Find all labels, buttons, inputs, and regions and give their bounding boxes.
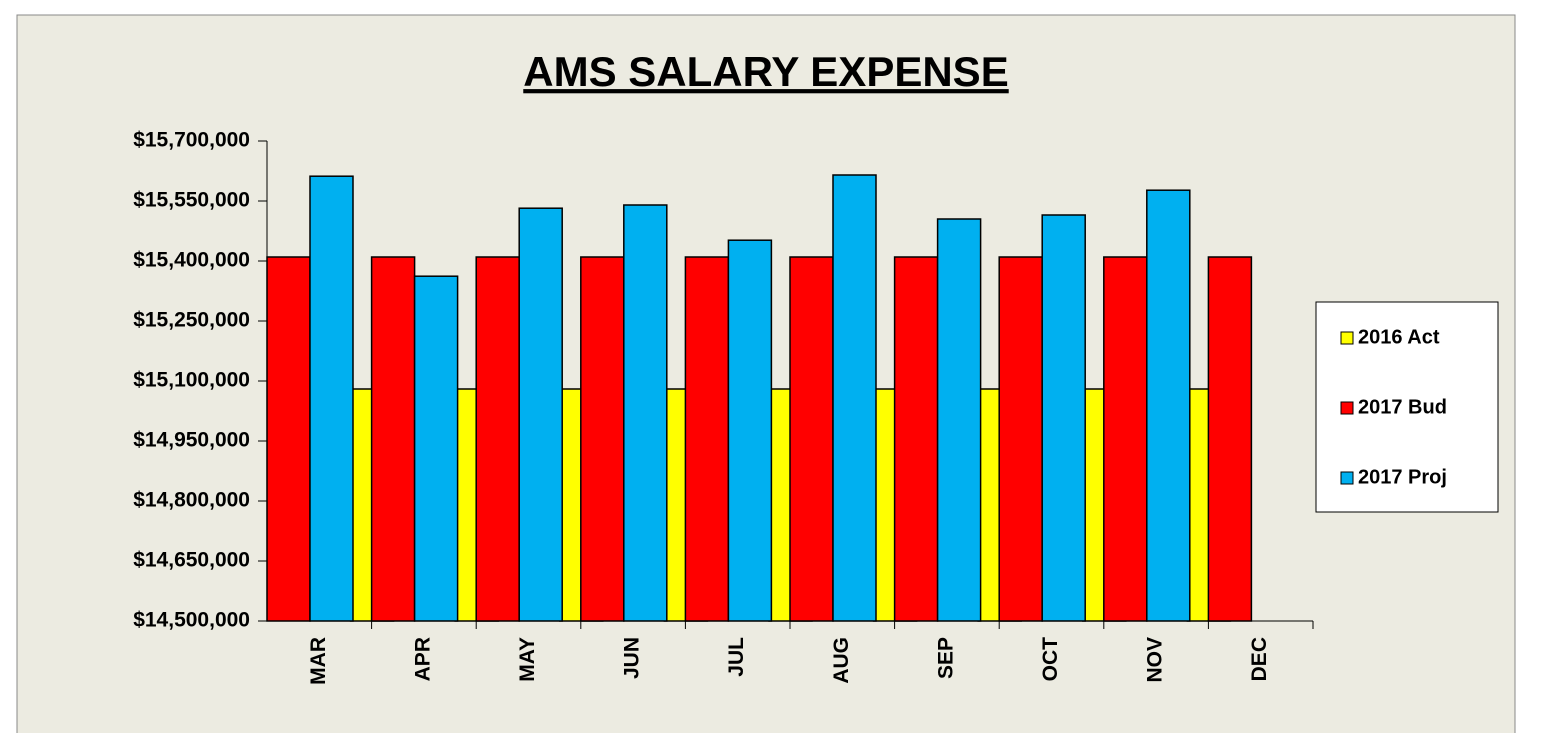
x-tick-label: MAY (516, 637, 539, 682)
bar (266, 256, 311, 622)
x-tick-label: JUL (725, 637, 748, 677)
bar (936, 218, 982, 622)
legend-label: 2017 Proj (1358, 466, 1447, 488)
legend-swatch (1340, 401, 1354, 415)
x-tick-label: MAR (307, 637, 330, 685)
bar (623, 204, 668, 622)
y-tick-label: $15,250,000 (133, 309, 250, 332)
legend-label: 2016 Act (1358, 326, 1440, 348)
x-tick-label: AUG (830, 637, 853, 684)
bar (789, 256, 834, 622)
bar (893, 256, 939, 622)
bar (1146, 189, 1191, 622)
bar (832, 174, 877, 622)
x-tick-label: NOV (1144, 637, 1167, 683)
y-tick-label: $15,550,000 (133, 189, 250, 212)
y-tick-label: $15,400,000 (133, 249, 250, 272)
x-tick-label: SEP (934, 637, 957, 679)
bar (580, 256, 625, 622)
chart-title: AMS SALARY EXPENSE (523, 48, 1008, 95)
bar (309, 175, 354, 622)
bar (1041, 214, 1086, 622)
y-tick-label: $15,700,000 (133, 129, 250, 152)
bar (518, 207, 563, 622)
bar (727, 239, 773, 622)
y-tick-label: $14,950,000 (133, 429, 250, 452)
bar (1103, 256, 1148, 622)
legend-swatch (1340, 471, 1354, 485)
x-tick-label: OCT (1039, 637, 1062, 682)
bar (475, 256, 520, 622)
x-tick-label: APR (411, 637, 434, 681)
legend-swatch (1340, 331, 1354, 345)
y-tick-label: $14,500,000 (133, 609, 250, 632)
bar (413, 275, 459, 622)
x-tick-label: DEC (1248, 637, 1271, 681)
y-tick-label: $15,100,000 (133, 369, 250, 392)
bar (1207, 256, 1253, 622)
bar (684, 256, 730, 622)
y-tick-label: $14,800,000 (133, 489, 250, 512)
bar (998, 256, 1043, 622)
y-tick-label: $14,650,000 (133, 549, 250, 572)
legend-label: 2017 Bud (1358, 396, 1447, 418)
x-tick-label: JUN (621, 637, 644, 679)
bar (370, 256, 416, 622)
